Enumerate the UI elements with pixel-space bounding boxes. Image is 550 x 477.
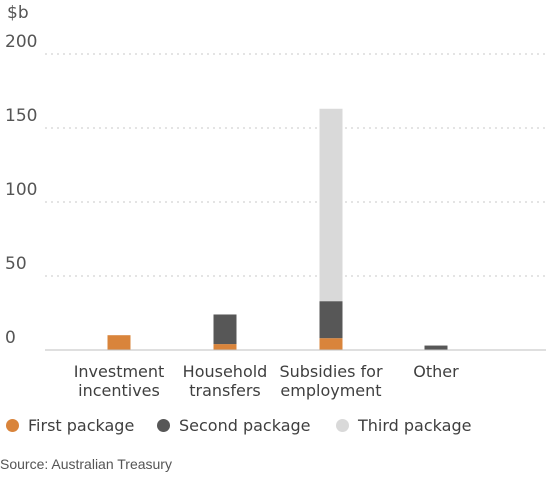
category-label: Other: [413, 362, 459, 381]
category-label: Investment incentives: [74, 362, 165, 400]
gridlines: [45, 53, 546, 277]
category-label: Subsidies for employment: [279, 362, 383, 400]
legend-item: Second package: [157, 416, 311, 435]
legend-swatch: [336, 419, 349, 432]
bar-segment: [319, 301, 343, 339]
bar-segment: [107, 335, 131, 350]
y-tick-label: 150: [5, 106, 37, 126]
bar-segment: [319, 108, 343, 302]
legend-item: First package: [6, 416, 134, 435]
category-label: Household transfers: [183, 362, 268, 400]
chart: $b 0 50 100 150 200 Investment incentives Hous…: [5, 3, 546, 400]
y-tick-labels: 0 50 100 150 200: [5, 32, 37, 348]
bar-segment: [213, 314, 237, 345]
category-labels: Investment incentives Household transfers Su…: [74, 362, 459, 400]
bar-segment: [319, 338, 343, 350]
legend-label: Second package: [179, 416, 311, 435]
bar-segment: [424, 345, 448, 350]
legend-swatch: [157, 419, 170, 432]
bars: [107, 108, 448, 350]
y-tick-label: 0: [5, 328, 16, 348]
y-tick-label: 100: [5, 180, 37, 200]
y-tick-label: 50: [5, 254, 27, 274]
legend-label: First package: [28, 416, 135, 435]
legend-swatch: [6, 419, 19, 432]
source-note: Source: Australian Treasury: [0, 456, 172, 472]
y-axis-unit-label: $b: [7, 3, 29, 23]
legend: First package Second package Third package: [0, 416, 550, 440]
legend-item: Third package: [336, 416, 471, 435]
y-tick-label: 200: [5, 32, 37, 52]
bar-segment: [213, 344, 237, 350]
legend-label: Third package: [358, 416, 472, 435]
